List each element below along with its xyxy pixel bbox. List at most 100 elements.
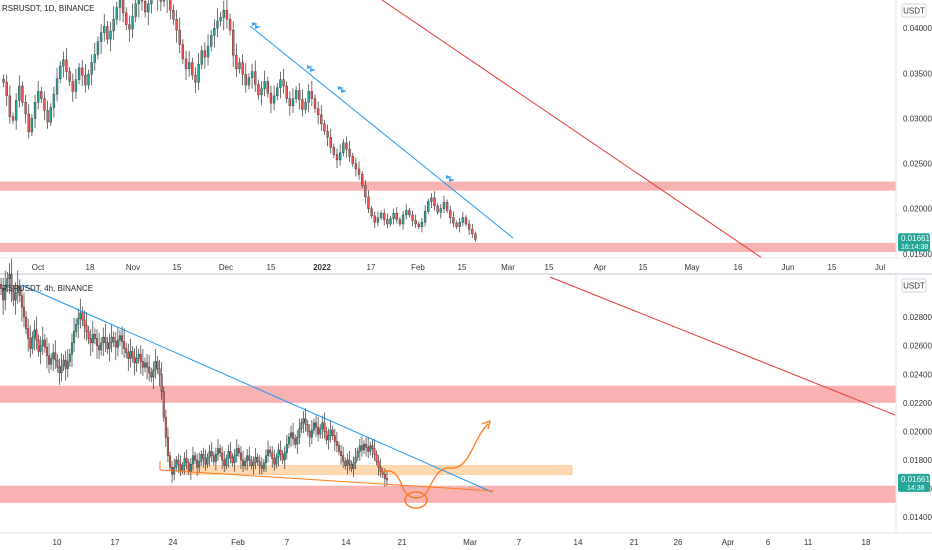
- candle-body: [257, 83, 260, 96]
- currency-button[interactable]: [901, 278, 927, 293]
- time-tick-label: 24: [169, 538, 178, 547]
- candle-body: [83, 319, 86, 326]
- candle-body: [141, 361, 144, 368]
- candle-body: [8, 274, 11, 279]
- candle-body: [112, 336, 115, 342]
- candle-body: [383, 212, 386, 220]
- four-hour-chart-panel[interactable]: RSRUSDT, 4h, BINANCE USDT 0.02800 0.02600…: [0, 258, 932, 547]
- arrow-head-icon: [481, 419, 491, 430]
- candle-body: [307, 91, 310, 103]
- target-circle[interactable]: [404, 491, 428, 509]
- candle-body: [66, 361, 69, 369]
- candle-body: [364, 185, 367, 198]
- candle-body: [367, 196, 370, 209]
- candle-body: [302, 418, 305, 424]
- price-tick-label: 0.02000: [903, 427, 932, 436]
- candle-body: [296, 436, 299, 445]
- candle-body: [2, 288, 5, 301]
- candle-body: [256, 456, 259, 462]
- candle-body: [46, 110, 49, 123]
- candle-body: [87, 74, 90, 86]
- candle-body: [263, 81, 266, 89]
- candle-body: [395, 212, 398, 220]
- time-tick-label: 17: [367, 263, 376, 272]
- candle-body: [8, 95, 12, 117]
- candle-body: [128, 24, 131, 30]
- currency-label[interactable]: USDT: [903, 7, 925, 16]
- descending-trendline[interactable]: [249, 25, 514, 239]
- candle-body: [159, 0, 163, 2]
- projected-path[interactable]: [381, 423, 489, 499]
- candle-body: [260, 465, 263, 469]
- time-tick-label: Mar: [463, 538, 477, 547]
- currency-button[interactable]: [901, 3, 927, 18]
- candle-body: [277, 449, 280, 458]
- candle-body: [70, 342, 73, 355]
- currency-label[interactable]: USDT: [903, 282, 925, 291]
- candle-body: [103, 26, 106, 33]
- candle-body: [327, 435, 330, 441]
- candle-body: [213, 28, 216, 36]
- candle-body: [439, 208, 442, 213]
- price-tick-label: 0.02500: [903, 160, 932, 169]
- candle-body: [177, 459, 180, 465]
- price-tick-label: 0.02800: [903, 313, 932, 322]
- candle-body: [40, 91, 43, 99]
- time-tick-label: 2022: [313, 263, 331, 272]
- candle-body: [216, 448, 219, 455]
- candle-body: [288, 98, 292, 107]
- candle-body: [121, 0, 125, 14]
- candle-body: [59, 65, 62, 79]
- candle-body: [116, 339, 119, 348]
- candle-body: [110, 336, 113, 344]
- candle-body: [247, 77, 251, 86]
- candle-body: [60, 365, 63, 374]
- consolidation-zone: [179, 465, 573, 475]
- candle-body: [373, 448, 376, 455]
- candle-body: [74, 79, 78, 92]
- time-tick-label: 21: [630, 538, 639, 547]
- candle-body: [271, 452, 274, 459]
- candle-body: [43, 339, 46, 348]
- candle-body: [346, 459, 349, 466]
- candle-body: [179, 464, 182, 471]
- long-term-trendline[interactable]: [381, 0, 763, 259]
- price-tick-label: 0.02000: [903, 205, 932, 214]
- candle-body: [75, 324, 78, 332]
- candle-body: [114, 341, 117, 348]
- candle-body: [326, 130, 329, 138]
- candle-body: [449, 210, 452, 218]
- candle-body: [49, 107, 52, 123]
- candle-body: [260, 88, 263, 96]
- daily-plot-area[interactable]: [0, 0, 896, 258]
- candle-body: [65, 59, 68, 72]
- candle-body: [275, 456, 278, 465]
- candle-body: [43, 98, 46, 111]
- candle-body: [232, 29, 235, 56]
- candle-body: [455, 222, 458, 227]
- time-tick-label: Mar: [501, 263, 515, 272]
- resistance-zone: [0, 385, 896, 403]
- candle-body: [225, 458, 228, 466]
- candle-body: [474, 233, 477, 240]
- candle-body: [337, 445, 340, 452]
- long-term-trendline[interactable]: [549, 276, 896, 416]
- candle-body: [331, 429, 334, 436]
- candle-body: [81, 67, 84, 76]
- support-trendline[interactable]: [159, 469, 495, 492]
- flag-icon: [338, 86, 347, 93]
- descending-trendline[interactable]: [21, 284, 493, 493]
- candle-body: [329, 429, 332, 436]
- candle-body: [45, 346, 48, 356]
- candle-body: [148, 366, 151, 374]
- candle-body: [264, 455, 267, 464]
- candle-body: [125, 348, 128, 354]
- pane-separator[interactable]: [0, 273, 932, 275]
- candle-body: [56, 359, 59, 368]
- candle-body: [202, 454, 205, 459]
- candle-body: [160, 374, 163, 392]
- time-tick-label: 15: [173, 263, 182, 272]
- daily-chart-panel[interactable]: RSRUSDT, 1D, BINANCE USDT 0.04000 0.03500…: [0, 0, 932, 272]
- candle-body: [206, 456, 209, 465]
